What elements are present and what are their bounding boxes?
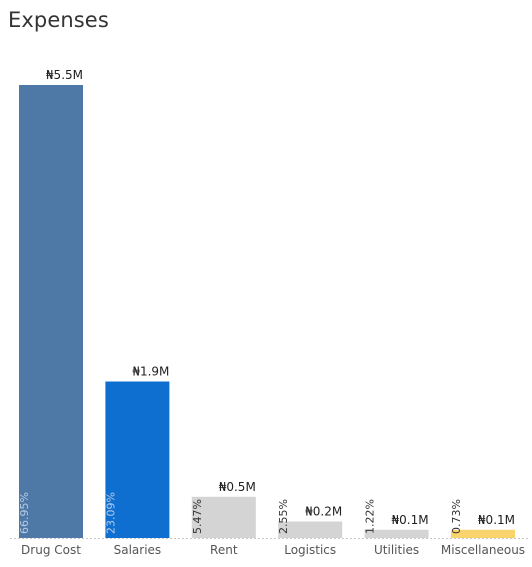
value-label-drug-cost: ₦5.5M [46, 68, 83, 82]
bar-rent[interactable] [191, 496, 256, 538]
bar-miscellaneous[interactable] [451, 529, 515, 538]
percent-label-drug-cost: 66.95% [18, 492, 31, 534]
percent-label-miscellaneous: 0.73% [450, 499, 463, 534]
category-label-drug-cost: Drug Cost [21, 543, 81, 557]
category-label-salaries: Salaries [114, 543, 162, 557]
percent-label-utilities: 1.22% [364, 499, 377, 534]
value-label-rent: ₦0.5M [219, 480, 256, 494]
bar-utilities[interactable] [364, 529, 429, 538]
value-label-logistics: ₦0.2M [305, 505, 342, 519]
value-label-utilities: ₦0.1M [392, 513, 429, 527]
percent-label-rent: 5.47% [191, 499, 204, 534]
value-label-miscellaneous: ₦0.1M [478, 513, 515, 527]
bar-drug-cost[interactable] [19, 85, 83, 538]
category-label-rent: Rent [210, 543, 238, 557]
category-label-utilities: Utilities [374, 543, 419, 557]
percent-label-logistics: 2.55% [277, 499, 290, 534]
chart-title: Expenses [8, 8, 109, 32]
labels-layer: ₦5.5M 66.95% Drug Cost ₦1.9M 23.09% Salaries ₦… [18, 68, 525, 557]
bar-salaries[interactable] [105, 381, 170, 539]
category-label-miscellaneous: Miscellaneous [441, 543, 525, 557]
bar-logistics[interactable] [278, 521, 343, 539]
percent-label-salaries: 23.09% [104, 492, 117, 534]
value-label-salaries: ₦1.9M [132, 365, 169, 379]
bars-layer [19, 85, 515, 538]
category-label-logistics: Logistics [284, 543, 336, 557]
